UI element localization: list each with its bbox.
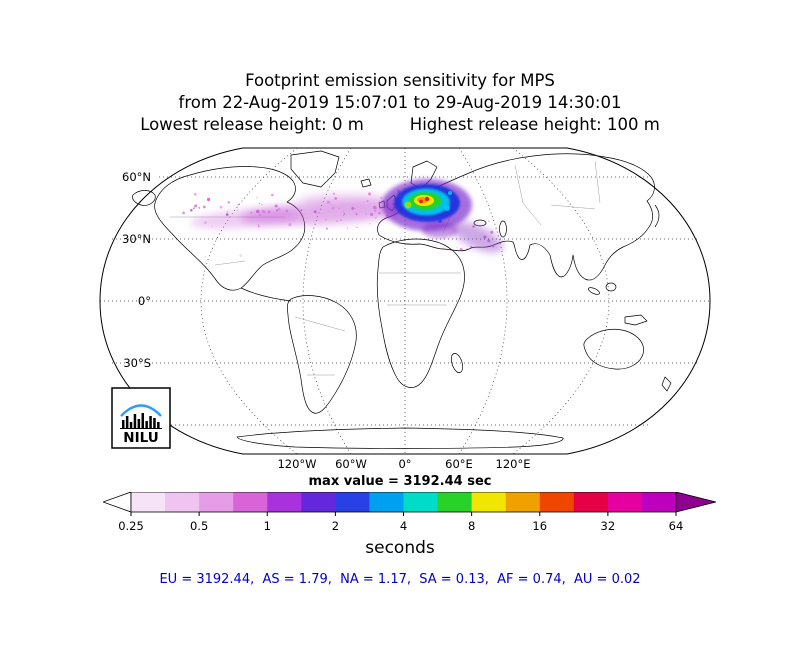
colorbar-segment xyxy=(335,492,370,512)
lon-label-60e: 60°E xyxy=(445,457,473,471)
plume-blue-spot xyxy=(438,219,442,223)
plume-cyan-spot xyxy=(448,191,452,195)
colorbar-segment xyxy=(131,492,166,512)
colorbar-tick-label: 0.25 xyxy=(118,519,144,533)
coast-madagascar xyxy=(450,353,464,373)
colorbar-segment xyxy=(539,492,575,512)
world-map: 60°N 30°N 0° 30°S 120°W 60°W 0° 60°E 120… xyxy=(99,147,711,471)
release-heights-line: Lowest release height: 0 m Highest relea… xyxy=(0,114,800,136)
region-totals-line: EU = 3192.44, AS = 1.79, NA = 1.17, SA =… xyxy=(159,572,641,587)
coast-south-america xyxy=(287,295,357,414)
graticule xyxy=(100,147,710,455)
colorbar-segment xyxy=(369,492,404,512)
colorbar-segment xyxy=(199,492,234,512)
colorbar-tick-label: 2 xyxy=(331,519,340,533)
nilu-logo: NILU xyxy=(111,387,171,449)
figure-title: Footprint emission sensitivity for MPS xyxy=(245,71,555,90)
colorbar-arrow-right xyxy=(675,492,716,513)
max-value-label: max value = 3192.44 sec xyxy=(308,474,492,489)
highest-release-height: Highest release height: 100 m xyxy=(409,115,660,134)
coast-sumatra xyxy=(588,287,600,295)
lat-label-30n: 30°N xyxy=(122,232,151,246)
colorbar-segment xyxy=(573,492,609,512)
coast-borneo xyxy=(605,282,617,292)
figure-period: from 22-Aug-2019 15:07:01 to 29-Aug-2019… xyxy=(178,93,622,112)
coast-africa xyxy=(376,238,465,388)
colorbar xyxy=(103,492,716,516)
colorbar-arrow-left xyxy=(103,492,132,513)
colorbar-segment xyxy=(437,492,472,512)
coast-central-america xyxy=(240,287,292,302)
plume-blue-spot xyxy=(398,193,402,197)
colorbar-tick-label: 0.5 xyxy=(189,519,209,533)
colorbar-unit-label: seconds xyxy=(365,538,435,558)
colorbar-tick-label: 8 xyxy=(467,519,476,533)
colorbar-segment xyxy=(403,492,438,512)
colorbar-segment xyxy=(471,492,506,512)
colorbar-tick-label: 64 xyxy=(668,519,684,533)
colorbar-tick-label: 1 xyxy=(263,519,271,533)
colorbar-tick-label: 4 xyxy=(399,519,408,533)
lon-label-0: 0° xyxy=(398,457,411,471)
colorbar-segment xyxy=(641,492,677,512)
colorbar-tick-labels: 0.25 0.5 1 2 4 8 16 32 64 xyxy=(103,519,716,533)
colorbar-tick-label: 32 xyxy=(600,519,616,533)
coast-japan xyxy=(654,204,660,228)
lon-label-120e: 120°E xyxy=(496,457,531,471)
coast-black-sea xyxy=(473,219,487,227)
longitude-labels: 120°W 60°W 0° 60°E 120°E xyxy=(277,457,530,471)
plume-atlantic-west xyxy=(190,209,300,229)
colorbar-body xyxy=(103,492,716,516)
coast-new-guinea xyxy=(624,314,648,326)
colorbar-segment xyxy=(505,492,541,512)
colorbar-tick-label: 16 xyxy=(532,519,548,533)
title-block: Footprint emission sensitivity for MPS f… xyxy=(0,70,800,136)
lat-label-0: 0° xyxy=(138,294,151,308)
plume-green-spot xyxy=(404,201,412,209)
coast-greenland xyxy=(290,150,340,188)
plume-se-tail xyxy=(451,221,503,253)
nilu-logo-skyline-icon xyxy=(120,413,162,429)
lat-label-30s: 30°S xyxy=(123,356,151,370)
nilu-logo-text: NILU xyxy=(123,430,158,446)
colorbar-segment xyxy=(301,492,336,512)
coast-north-america xyxy=(154,166,306,291)
plume-atlantic-north xyxy=(299,193,395,207)
plume-red-spot xyxy=(419,199,423,204)
coast-iceland xyxy=(360,178,372,188)
lat-label-60n: 60°N xyxy=(122,170,151,184)
lowest-release-height: Lowest release height: 0 m xyxy=(140,115,364,134)
colorbar-segment xyxy=(165,492,200,512)
nilu-logo-arc-icon xyxy=(120,404,162,417)
lon-label-120w: 120°W xyxy=(277,457,316,471)
coast-australia xyxy=(583,328,644,370)
plume-layer xyxy=(182,179,503,258)
colorbar-segment xyxy=(607,492,643,512)
coast-alaska xyxy=(132,190,156,206)
colorbar-segment xyxy=(267,492,302,512)
colorbar-segment xyxy=(233,492,268,512)
map-boundary xyxy=(99,147,711,455)
coast-antarctica xyxy=(236,427,564,449)
plume-red-spot xyxy=(424,196,430,202)
latitude-labels: 60°N 30°N 0° 30°S xyxy=(122,170,151,370)
coast-new-zealand xyxy=(661,376,672,392)
plume-cyan-spot xyxy=(444,205,450,211)
coast-caspian-sea xyxy=(499,220,507,238)
lon-label-60w: 60°W xyxy=(335,457,367,471)
